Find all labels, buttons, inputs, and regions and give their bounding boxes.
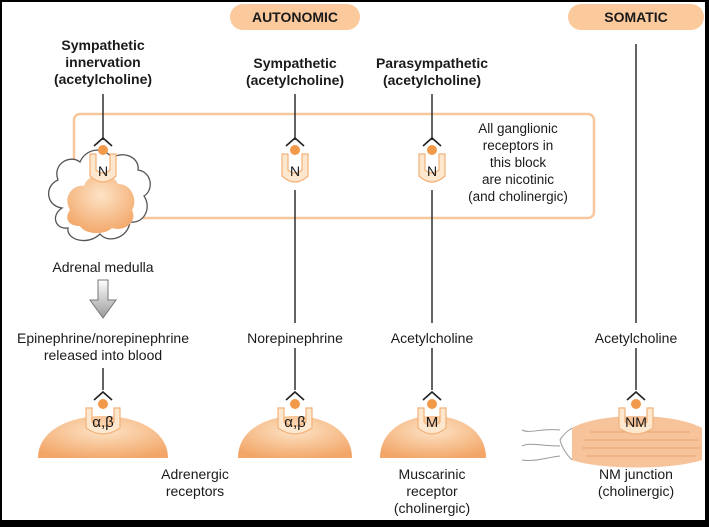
col4-target-receptor [618,390,654,435]
col2-ganglion-receptor-label: N [289,163,301,179]
col2-title: Sympathetic (acetylcholine) [245,55,345,88]
col3-target-receptor [417,390,447,435]
col4-transmitter-label: Acetylcholine [579,330,693,347]
release-arrow-icon [89,279,117,319]
adrenal-medulla-label: Adrenal medulla [52,259,154,275]
col2-ganglion-receptor [281,136,309,183]
col3-target-cell [380,416,486,458]
col2-transmitter-label: Norepinephrine [228,330,362,347]
col1-ganglion-receptor [89,136,117,183]
nm-junction-label: NM junction (cholinergic) [597,466,675,499]
col2-target-receptor-label: α,β [284,414,306,431]
autonomic-pill [230,4,360,30]
col2-target-receptor [277,390,313,435]
col2-target-cell [238,416,352,458]
adrenal-medulla-tissue [67,174,135,234]
somatic-header: SOMATIC [604,9,668,25]
col3-title: Parasympathetic (acetylcholine) [375,55,489,88]
col1-target-cell [38,416,168,458]
col4-target-receptor-label: NM [625,414,647,430]
col1-title: Sympathetic innervation (acetylcholine) [53,37,153,87]
col1-target-receptor [85,390,121,435]
skeletal-muscle-fiber [521,416,702,468]
col1-ganglion-receptor-label: N [97,163,109,179]
col1-released-label: Epinephrine/norepinephrine released into… [16,330,190,363]
col3-target-receptor-label: M [425,414,439,431]
col1-target-receptor-label: α,β [92,414,114,431]
muscarinic-receptor-label: Muscarinic receptor (cholinergic) [393,466,471,516]
col3-ganglion-receptor-label: N [426,163,438,179]
adrenergic-receptors-label: Adrenergic receptors [161,466,229,499]
somatic-pill [568,4,704,30]
col3-transmitter-label: Acetylcholine [375,330,489,347]
autonomic-header: AUTONOMIC [251,9,339,25]
ganglion-note: All ganglionic receptors in this block a… [468,121,568,204]
col3-ganglion-receptor [418,136,446,183]
